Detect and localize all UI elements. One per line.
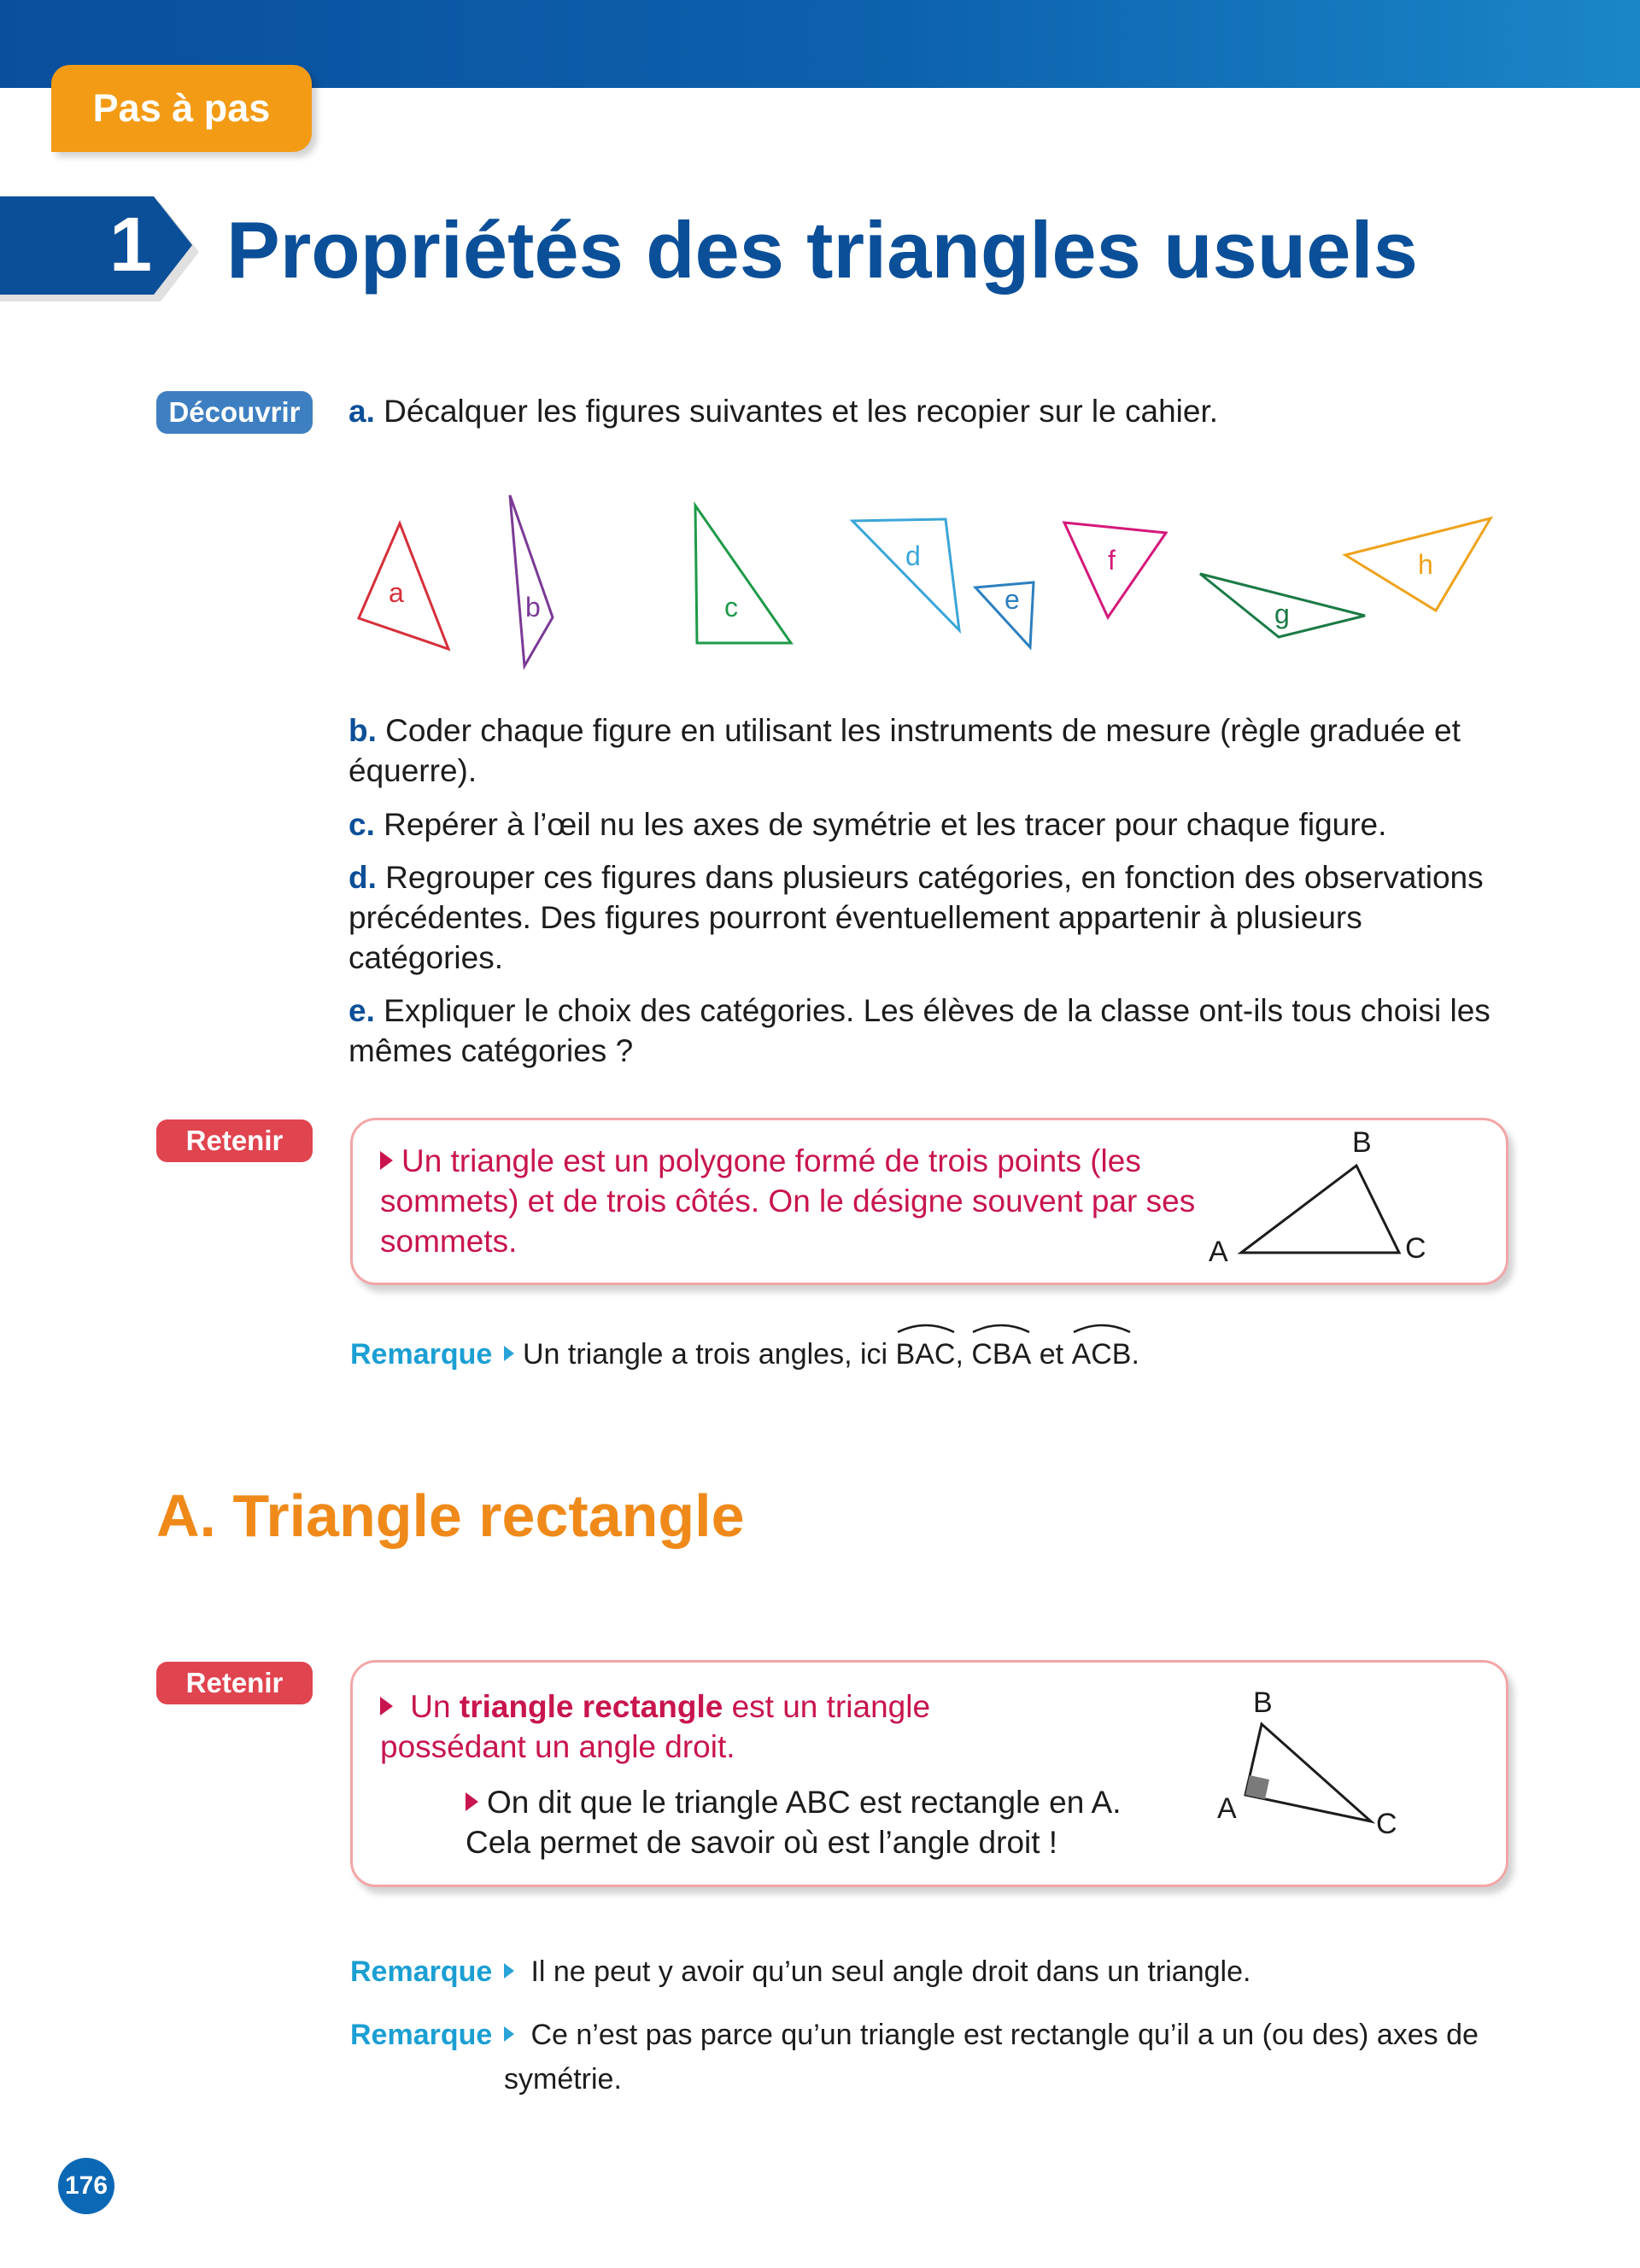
vertex-a: A <box>1209 1236 1228 1268</box>
angle-acb: ACB <box>1072 1324 1131 1377</box>
remarque-label: Remarque <box>350 1955 493 1988</box>
triangle-a-label: a <box>389 577 404 608</box>
remarque-text: Il ne peut y avoir qu’un seul angle droi… <box>504 1949 1512 1994</box>
item-text: Coder chaque figure en utilisant les ins… <box>348 713 1461 788</box>
item-text: Expliquer le choix des catégories. Les é… <box>348 993 1491 1068</box>
item-letter: b. <box>348 713 377 748</box>
angle-cba: CBA <box>971 1324 1031 1377</box>
triangle-e <box>972 581 1035 651</box>
item-c: c. Repérer à l’œil nu les axes de symétr… <box>348 804 1510 845</box>
separator: , <box>955 1338 964 1371</box>
remarque-label: Remarque <box>350 1338 493 1371</box>
triangle-figures: a b c d e f g h <box>356 494 1494 670</box>
triangle-c <box>694 501 794 645</box>
chapter-number: 1 <box>0 196 192 295</box>
remarque-text: Ce n’est pas parce qu’un triangle est re… <box>504 2019 1479 2096</box>
retenir-box: Un triangle rectangle est un triangle po… <box>350 1660 1508 1887</box>
triangle-h-label: h <box>1418 549 1433 580</box>
vertex-c: C <box>1376 1808 1397 1840</box>
retenir-definition: Un triangle est un polygone formé de tro… <box>380 1143 1196 1259</box>
retenir-box: Un triangle est un polygone formé de tro… <box>350 1118 1508 1285</box>
triangle-b <box>508 494 554 670</box>
item-text: Regrouper ces figures dans plusieurs cat… <box>348 860 1484 975</box>
triangle-d <box>849 517 962 634</box>
arc-icon <box>972 1324 1030 1334</box>
section-title: A. Triangle rectangle <box>156 1482 745 1549</box>
remarque-label: Remarque <box>350 2019 493 2051</box>
triangle-g-label: g <box>1274 599 1290 629</box>
item-letter: e. <box>348 993 375 1028</box>
item-e: e. Expliquer le choix des catégories. Le… <box>348 991 1510 1071</box>
retenir-note: On dit que le triangle ABC est rectangle… <box>466 1785 1122 1860</box>
triangle-b-label: b <box>525 592 541 623</box>
triangle-h <box>1342 516 1494 613</box>
item-a: a. Décalquer les figures suivantes et le… <box>348 391 1510 431</box>
right-angle-mark <box>1245 1775 1269 1799</box>
retenir-text: Un triangle est un polygone formé de tro… <box>380 1141 1200 1261</box>
vertex-b: B <box>1253 1686 1273 1719</box>
triangle-f <box>1062 521 1168 621</box>
page-number: 176 <box>58 2158 114 2214</box>
retenir-label: Retenir <box>156 1119 313 1162</box>
triangle-c-label: c <box>724 592 738 623</box>
right-triangle-figure: B A C <box>1217 1686 1397 1840</box>
triangle-d-label: d <box>905 541 921 571</box>
bullet-icon <box>504 2026 514 2043</box>
item-letter: a. <box>348 394 375 429</box>
decouvrir-label: Découvrir <box>156 391 313 434</box>
triangle-f-label: f <box>1108 545 1116 576</box>
remarque-text: Un triangle a trois angles, ici BAC, CBA… <box>504 1324 1512 1377</box>
separator: . <box>1131 1338 1139 1371</box>
triangle-a <box>356 520 451 652</box>
item-letter: c. <box>348 807 375 842</box>
retenir-label: Retenir <box>156 1662 313 1704</box>
item-b: b. Coder chaque figure en utilisant les … <box>348 710 1510 791</box>
bullet-icon <box>380 1151 393 1171</box>
remarque-prefix: Un triangle a trois angles, ici <box>523 1338 888 1371</box>
bullet-icon <box>466 1792 478 1812</box>
bullet-icon <box>504 1346 514 1362</box>
item-d: d. Regrouper ces figures dans plusieurs … <box>348 857 1510 978</box>
item-letter: d. <box>348 860 377 895</box>
item-text: Repérer à l’œil nu les axes de symétrie … <box>384 807 1387 842</box>
arc-icon <box>897 1324 955 1334</box>
vertex-c: C <box>1405 1232 1426 1265</box>
chapter-title: Propriétés des triangles usuels <box>226 205 1418 295</box>
separator: et <box>1039 1338 1064 1371</box>
bullet-icon <box>504 1963 514 1979</box>
vertex-a: A <box>1217 1792 1237 1825</box>
arc-icon <box>1073 1324 1131 1334</box>
triangle-abc-figure: B A C <box>1209 1126 1426 1268</box>
item-text: Décalquer les figures suivantes et les r… <box>384 394 1219 429</box>
vertex-b: B <box>1352 1126 1372 1159</box>
retenir-definition: Un triangle rectangle est un triangle po… <box>380 1689 931 1764</box>
bullet-icon <box>380 1697 393 1716</box>
section-tab: Pas à pas <box>51 65 312 152</box>
right-triangle <box>1244 1721 1376 1824</box>
triangle-e-label: e <box>1004 584 1020 615</box>
angle-bac: BAC <box>896 1324 955 1377</box>
key-term: triangle rectangle <box>459 1689 723 1724</box>
triangle-g <box>1199 572 1366 639</box>
triangle-abc <box>1237 1163 1402 1254</box>
